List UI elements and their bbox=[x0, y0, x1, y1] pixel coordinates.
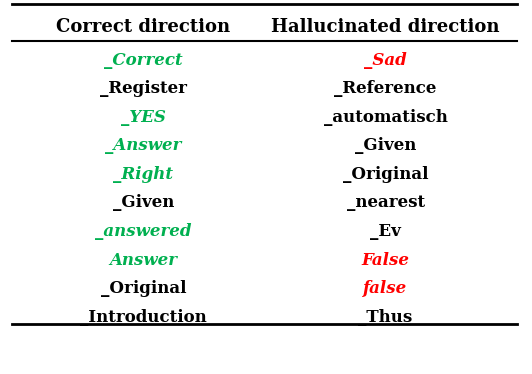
Text: _Original: _Original bbox=[343, 166, 428, 183]
Text: _Given: _Given bbox=[355, 137, 416, 154]
Text: _Right: _Right bbox=[113, 166, 173, 183]
Text: Correct direction: Correct direction bbox=[56, 18, 230, 36]
Text: False: False bbox=[362, 252, 410, 269]
Text: _Original: _Original bbox=[101, 280, 186, 297]
Text: Hallucinated direction: Hallucinated direction bbox=[271, 18, 500, 36]
Text: _automatisch: _automatisch bbox=[323, 109, 447, 126]
Text: _Reference: _Reference bbox=[335, 80, 437, 97]
Text: _Ev: _Ev bbox=[370, 223, 401, 240]
Text: false: false bbox=[363, 280, 408, 297]
Text: _Answer: _Answer bbox=[105, 137, 181, 154]
Text: _nearest: _nearest bbox=[346, 194, 425, 211]
Text: _answered: _answered bbox=[95, 223, 192, 240]
Text: _Given: _Given bbox=[113, 194, 174, 211]
Text: _YES: _YES bbox=[121, 109, 166, 126]
Text: Answer: Answer bbox=[110, 252, 178, 269]
Text: _Thus: _Thus bbox=[359, 309, 413, 326]
Text: _Introduction: _Introduction bbox=[80, 309, 207, 326]
Text: _Register: _Register bbox=[100, 80, 187, 97]
Text: _Sad: _Sad bbox=[364, 52, 407, 68]
Text: _Correct: _Correct bbox=[104, 52, 183, 68]
